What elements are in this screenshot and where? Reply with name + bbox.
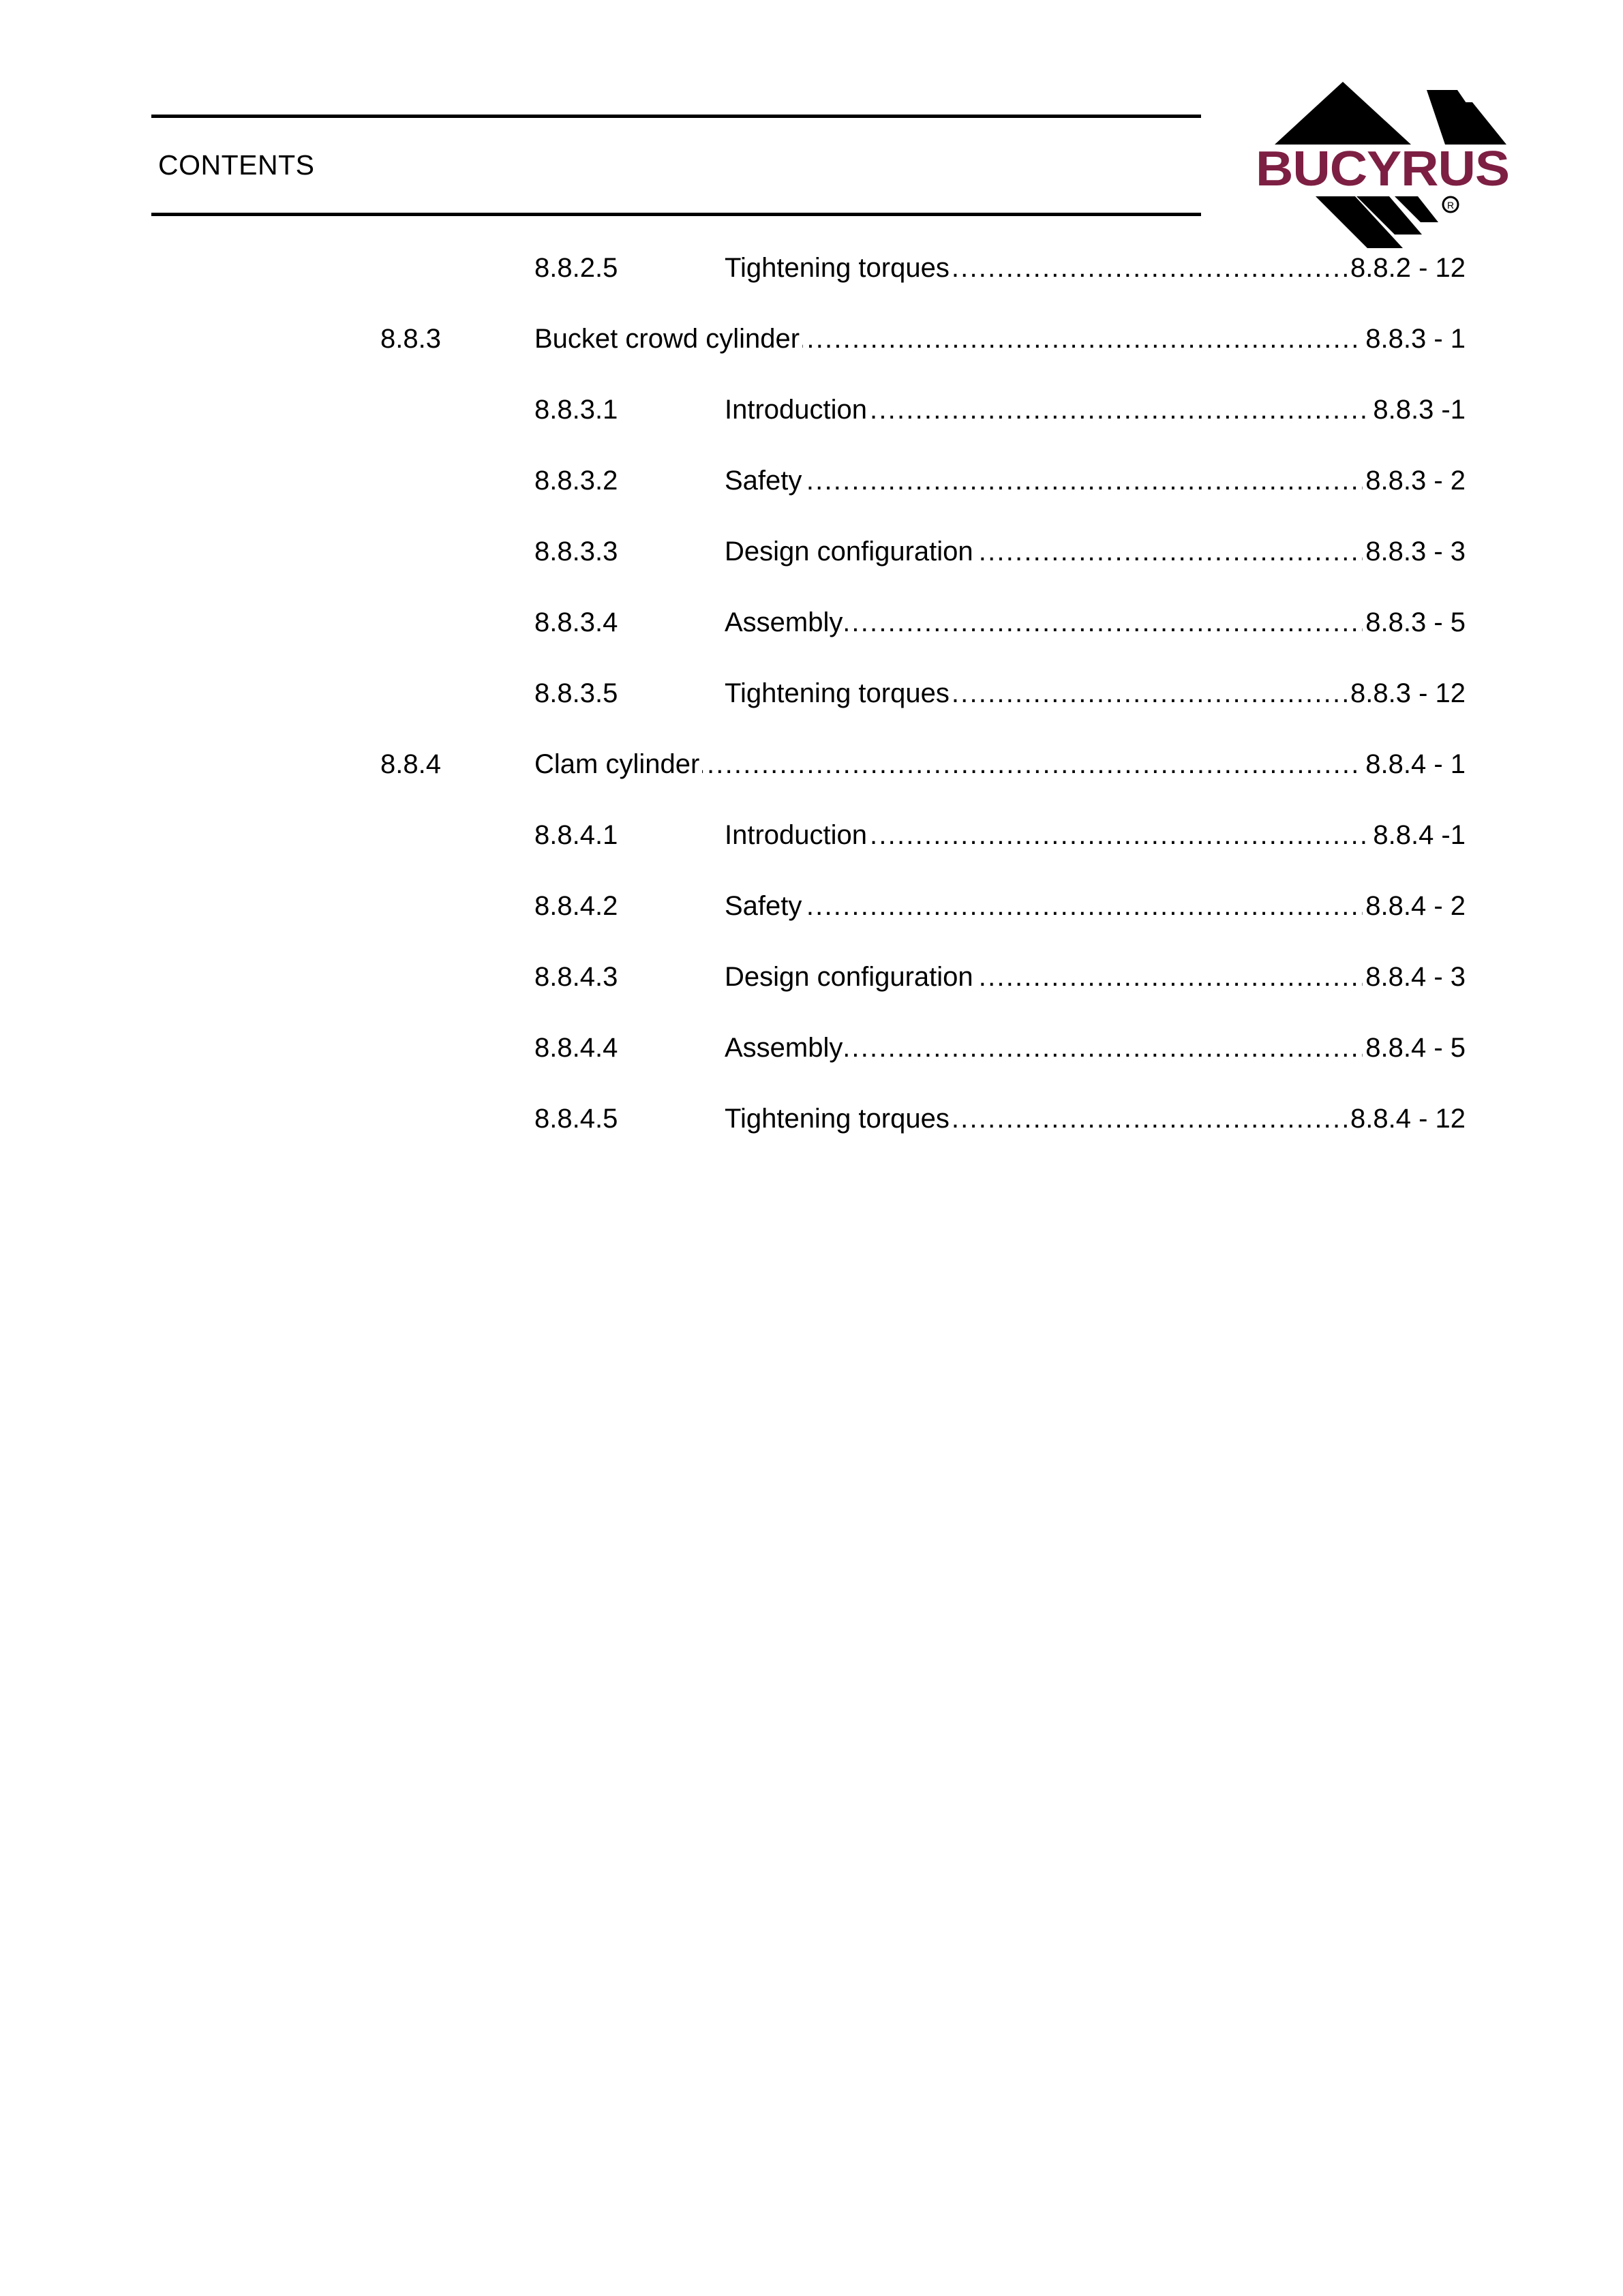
toc-entry[interactable]: ........................................…: [0, 242, 1623, 313]
toc-entry-page: 8.8.4 - 2: [1363, 890, 1466, 922]
page-footer: 3720208en.doc Page 8 - 3: [0, 2119, 1623, 2296]
header-rule-top: [151, 115, 1201, 118]
toc-entry-page: 8.8.3 - 3: [1363, 535, 1466, 568]
toc-leader-dots: ........................................…: [725, 466, 1466, 496]
toc-entry-number: 8.8.3.1: [534, 395, 618, 425]
toc-entry-number: 8.8.3: [380, 324, 441, 354]
toc-entry-title: Tightening torques: [725, 1102, 952, 1135]
toc-entry-title: Safety: [725, 890, 805, 922]
toc-entry[interactable]: ........................................…: [0, 455, 1623, 526]
toc-entry-title: Introduction: [725, 819, 870, 851]
toc-entry-number: 8.8.3.4: [534, 607, 618, 637]
toc-entry-title: Introduction: [725, 393, 870, 426]
toc-entry-page: 8.8.4 - 5: [1363, 1031, 1466, 1064]
toc-entry-number: 8.8.4.1: [534, 820, 618, 850]
toc-entry-number: 8.8.4.3: [534, 962, 618, 992]
toc-entry[interactable]: ........................................…: [0, 526, 1623, 596]
toc-entry-number: 8.8.4.2: [534, 891, 618, 921]
bucyrus-logo: BUCYRUS R: [1253, 76, 1512, 254]
toc-entry-page: 8.8.4 - 1: [1363, 748, 1466, 781]
toc-leader-dots: ........................................…: [725, 891, 1466, 921]
toc-entry-page: 8.8.3 - 12: [1347, 677, 1466, 710]
bucyrus-logo-icon: BUCYRUS R: [1256, 82, 1510, 248]
toc-entry[interactable]: ........................................…: [0, 951, 1623, 1022]
toc-entry-number: 8.8.2.5: [534, 253, 618, 283]
svg-text:BUCYRUS: BUCYRUS: [1256, 142, 1509, 196]
toc-entry-number: 8.8.4.5: [534, 1104, 618, 1134]
toc-entry[interactable]: ........................................…: [0, 738, 1623, 809]
toc-entry-title: Tightening torques: [725, 677, 952, 710]
toc-entry-number: 8.8.4: [380, 749, 441, 779]
toc-entry-title: Tightening torques: [725, 252, 952, 284]
toc-entry-page: 8.8.3 - 5: [1363, 606, 1466, 639]
toc-entry-title: Assembly: [725, 1031, 846, 1064]
toc-entry-title: Bucket crowd cylinder: [534, 322, 803, 355]
toc-entry-title: Design configuration: [725, 961, 976, 993]
toc-entry[interactable]: ........................................…: [0, 880, 1623, 951]
toc-leader-dots: ........................................…: [725, 1033, 1466, 1063]
toc-entry-title: Assembly: [725, 606, 846, 639]
toc-entry[interactable]: ........................................…: [0, 313, 1623, 384]
toc-leader-dots: ........................................…: [725, 607, 1466, 637]
toc-entry-page: 8.8.3 - 2: [1363, 464, 1466, 497]
toc-entry-page: 8.8.4 -1: [1370, 819, 1466, 851]
toc-entry[interactable]: ........................................…: [0, 809, 1623, 880]
table-of-contents: ........................................…: [0, 242, 1623, 1164]
toc-entry-number: 8.8.3.5: [534, 678, 618, 708]
toc-entry-title: Design configuration: [725, 535, 976, 568]
toc-entry-page: 8.8.4 - 12: [1347, 1102, 1466, 1135]
toc-entry-page: 8.8.3 -1: [1370, 393, 1466, 426]
toc-entry-page: 8.8.3 - 1: [1363, 322, 1466, 355]
toc-entry-title: Clam cylinder: [534, 748, 703, 781]
toc-entry-number: 8.8.3.3: [534, 537, 618, 567]
page-title: CONTENTS: [158, 149, 315, 181]
header-rule-bottom: [151, 213, 1201, 216]
toc-entry[interactable]: ........................................…: [0, 384, 1623, 455]
toc-entry-page: 8.8.2 - 12: [1347, 252, 1466, 284]
page-header: CONTENTS BUCYRUS R: [0, 0, 1623, 273]
toc-entry[interactable]: ........................................…: [0, 596, 1623, 667]
toc-entry-title: Safety: [725, 464, 805, 497]
toc-entry[interactable]: ........................................…: [0, 667, 1623, 738]
toc-entry[interactable]: ........................................…: [0, 1022, 1623, 1093]
svg-text:R: R: [1447, 200, 1454, 211]
toc-entry-number: 8.8.4.4: [534, 1033, 618, 1063]
toc-entry[interactable]: ........................................…: [0, 1093, 1623, 1164]
toc-entry-number: 8.8.3.2: [534, 466, 618, 496]
toc-entry-page: 8.8.4 - 3: [1363, 961, 1466, 993]
